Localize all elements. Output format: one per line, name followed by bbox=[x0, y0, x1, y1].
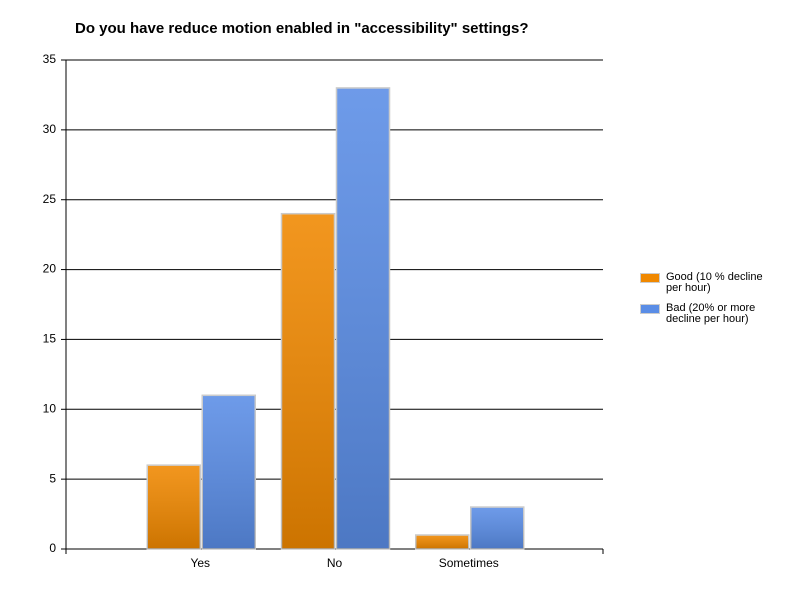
legend-label: Good (10 % decline per hour) bbox=[666, 271, 763, 294]
y-tick-label: 20 bbox=[43, 262, 57, 276]
y-tick-label: 25 bbox=[43, 192, 57, 206]
y-tick-label: 30 bbox=[43, 122, 57, 136]
bar-shade bbox=[281, 213, 335, 549]
bar-shade bbox=[470, 507, 524, 549]
y-tick-label: 15 bbox=[43, 332, 57, 346]
legend-entry: Good (10 % decline per hour) bbox=[640, 272, 770, 294]
x-tick-label: Yes bbox=[190, 556, 210, 570]
y-tick-label: 10 bbox=[43, 401, 57, 415]
y-tick-label: 0 bbox=[49, 541, 56, 555]
bar-shade bbox=[415, 535, 469, 549]
bar-shade bbox=[202, 395, 256, 549]
chart-title: Do you have reduce motion enabled in "ac… bbox=[75, 20, 529, 37]
y-tick-label: 5 bbox=[49, 471, 56, 485]
legend-swatch bbox=[640, 273, 660, 283]
legend-swatch bbox=[640, 304, 660, 314]
bar-shade bbox=[147, 465, 201, 549]
x-tick-label: No bbox=[327, 556, 343, 570]
legend-entry: Bad (20% or more decline per hour) bbox=[640, 303, 770, 325]
x-tick-label: Sometimes bbox=[439, 556, 499, 570]
bar-shade bbox=[336, 87, 390, 549]
legend-label: Bad (20% or more decline per hour) bbox=[666, 302, 756, 325]
y-tick-label: 35 bbox=[43, 52, 57, 66]
